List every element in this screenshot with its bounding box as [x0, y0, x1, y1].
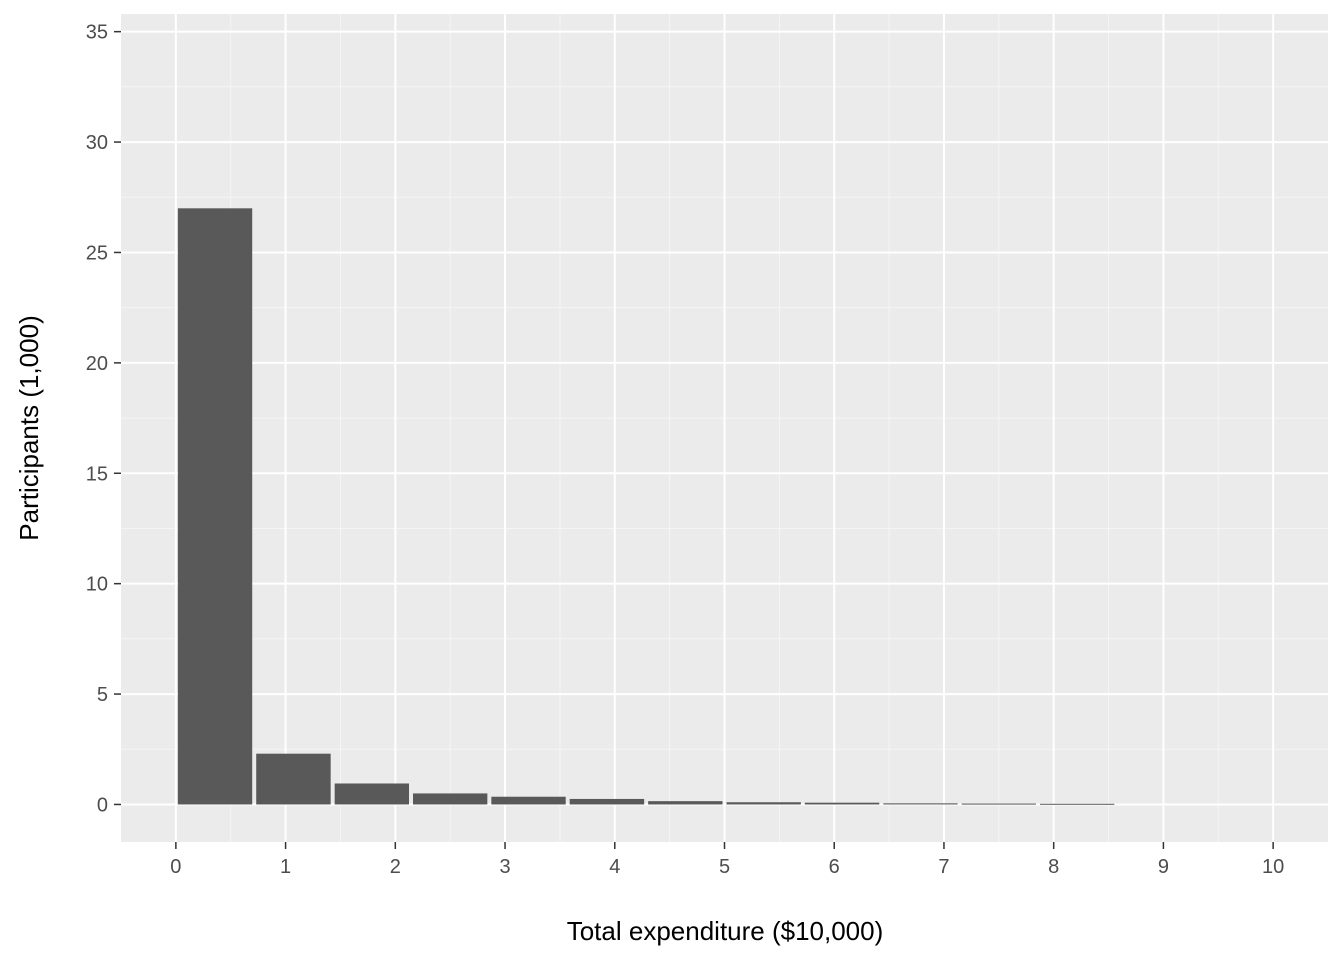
histogram-bar-6 — [648, 801, 723, 805]
histogram-bar-10 — [961, 803, 1036, 805]
x-tick-label: 1 — [280, 856, 291, 878]
histogram-bar-8 — [804, 802, 880, 805]
y-tick-label: 0 — [97, 794, 108, 816]
y-tick-label: 20 — [86, 353, 108, 375]
y-axis-title: Participants (1,000) — [14, 315, 44, 540]
y-tick-label: 15 — [86, 463, 108, 485]
histogram-bar-1 — [256, 753, 331, 805]
histogram-bar-9 — [883, 803, 958, 805]
histogram-bars — [177, 208, 1115, 805]
histogram-bar-5 — [569, 798, 645, 805]
x-tick-label: 9 — [1158, 856, 1169, 878]
histogram-bar-2 — [334, 783, 410, 805]
x-tick-label: 5 — [719, 856, 730, 878]
histogram-bar-11 — [1039, 803, 1115, 805]
x-tick-label: 4 — [609, 856, 620, 878]
x-axis: 0 1 2 3 4 5 6 7 8 9 10 — [170, 842, 1284, 878]
x-tick-label: 7 — [938, 856, 949, 878]
histogram-bar-7 — [726, 802, 801, 805]
x-tick-label: 10 — [1262, 856, 1284, 878]
x-tick-label: 6 — [829, 856, 840, 878]
major-gridlines — [121, 14, 1328, 842]
y-tick-label: 5 — [97, 684, 108, 706]
x-tick-label: 8 — [1048, 856, 1059, 878]
x-tick-label: 3 — [499, 856, 510, 878]
y-tick-label: 25 — [86, 242, 108, 264]
histogram-bar-0 — [177, 208, 253, 805]
y-tick-label: 30 — [86, 132, 108, 154]
x-axis-title: Total expenditure ($10,000) — [567, 916, 884, 946]
y-tick-label: 35 — [86, 22, 108, 44]
histogram-bar-4 — [491, 796, 566, 805]
histogram-bar-3 — [413, 793, 488, 805]
y-axis: 0 5 10 15 20 25 30 35 — [86, 22, 121, 816]
x-tick-label: 2 — [390, 856, 401, 878]
x-tick-label: 0 — [170, 856, 181, 878]
y-tick-label: 10 — [86, 574, 108, 596]
